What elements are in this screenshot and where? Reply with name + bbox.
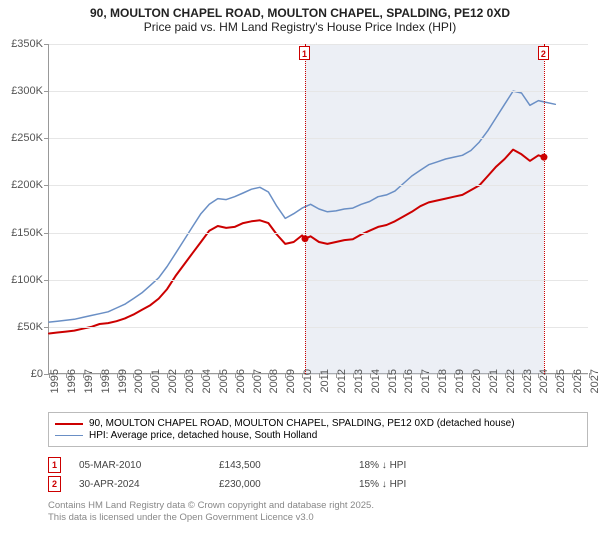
sale-marker-2: 2 bbox=[538, 46, 549, 60]
x-tick-label: 2012 bbox=[336, 369, 348, 399]
x-tick-label: 2009 bbox=[285, 369, 297, 399]
sale-row-price: £143,500 bbox=[219, 460, 359, 471]
y-tick-label: £100K bbox=[3, 274, 43, 286]
x-tick-label: 2014 bbox=[370, 369, 382, 399]
x-tick-label: 2005 bbox=[218, 369, 230, 399]
chart-subtitle: Price paid vs. HM Land Registry's House … bbox=[0, 20, 600, 40]
sale-row-date: 05-MAR-2010 bbox=[79, 460, 219, 471]
footnote: Contains HM Land Registry data © Crown c… bbox=[48, 500, 588, 524]
x-tick-label: 2000 bbox=[133, 369, 145, 399]
series-hpi bbox=[49, 91, 555, 322]
x-tick-label: 2011 bbox=[319, 369, 331, 399]
x-tick-label: 1995 bbox=[49, 369, 61, 399]
legend-label: HPI: Average price, detached house, Sout… bbox=[89, 430, 317, 441]
x-tick-label: 2021 bbox=[488, 369, 500, 399]
x-tick-label: 1998 bbox=[100, 369, 112, 399]
x-tick-label: 1996 bbox=[66, 369, 78, 399]
sale-row: 1 05-MAR-2010£143,50018% ↓ HPI bbox=[48, 457, 588, 473]
sale-row-badge: 1 bbox=[48, 457, 61, 473]
sale-row-badge: 2 bbox=[48, 476, 61, 492]
x-tick-label: 2006 bbox=[235, 369, 247, 399]
x-tick-label: 2008 bbox=[268, 369, 280, 399]
x-tick-label: 2003 bbox=[184, 369, 196, 399]
chart-plot-area: £0£50K£100K£150K£200K£250K£300K£350K1995… bbox=[48, 44, 588, 374]
x-tick-label: 2026 bbox=[572, 369, 584, 399]
sale-row-delta: 18% ↓ HPI bbox=[359, 460, 499, 471]
sale-row-price: £230,000 bbox=[219, 479, 359, 490]
legend-row: HPI: Average price, detached house, Sout… bbox=[55, 430, 581, 441]
chart-title: 90, MOULTON CHAPEL ROAD, MOULTON CHAPEL,… bbox=[0, 0, 600, 20]
x-tick-label: 1997 bbox=[83, 369, 95, 399]
legend-label: 90, MOULTON CHAPEL ROAD, MOULTON CHAPEL,… bbox=[89, 418, 515, 429]
x-tick-label: 2020 bbox=[471, 369, 483, 399]
legend-box: 90, MOULTON CHAPEL ROAD, MOULTON CHAPEL,… bbox=[48, 412, 588, 447]
footnote-line2: This data is licensed under the Open Gov… bbox=[48, 512, 588, 524]
x-tick-label: 2025 bbox=[555, 369, 567, 399]
footnote-line1: Contains HM Land Registry data © Crown c… bbox=[48, 500, 588, 512]
sale-data-table: 1 05-MAR-2010£143,50018% ↓ HPI 2 30-APR-202… bbox=[48, 454, 588, 495]
y-tick-label: £50K bbox=[3, 321, 43, 333]
sale-marker-1: 1 bbox=[299, 46, 310, 60]
sale-row: 2 30-APR-2024£230,00015% ↓ HPI bbox=[48, 476, 588, 492]
series-price_paid bbox=[49, 150, 544, 334]
legend-swatch bbox=[55, 423, 83, 425]
y-tick-label: £350K bbox=[3, 38, 43, 50]
x-tick-label: 2015 bbox=[387, 369, 399, 399]
x-tick-label: 2017 bbox=[420, 369, 432, 399]
y-tick-label: £300K bbox=[3, 85, 43, 97]
x-tick-label: 2001 bbox=[150, 369, 162, 399]
x-tick-label: 2007 bbox=[252, 369, 264, 399]
x-tick-label: 2019 bbox=[454, 369, 466, 399]
y-tick-label: £150K bbox=[3, 227, 43, 239]
x-tick-label: 2016 bbox=[403, 369, 415, 399]
y-tick-label: £0 bbox=[3, 368, 43, 380]
y-tick-label: £200K bbox=[3, 179, 43, 191]
x-tick-label: 2022 bbox=[505, 369, 517, 399]
x-tick-label: 2018 bbox=[437, 369, 449, 399]
legend-swatch bbox=[55, 435, 83, 436]
x-tick-label: 2002 bbox=[167, 369, 179, 399]
y-tick-label: £250K bbox=[3, 132, 43, 144]
x-tick-label: 2004 bbox=[201, 369, 213, 399]
chart-svg bbox=[49, 44, 589, 374]
sale-row-date: 30-APR-2024 bbox=[79, 479, 219, 490]
sale-row-delta: 15% ↓ HPI bbox=[359, 479, 499, 490]
x-tick-label: 1999 bbox=[117, 369, 129, 399]
x-tick-label: 2013 bbox=[353, 369, 365, 399]
x-tick-label: 2023 bbox=[522, 369, 534, 399]
x-tick-label: 2010 bbox=[302, 369, 314, 399]
x-tick-label: 2027 bbox=[589, 369, 600, 399]
legend-row: 90, MOULTON CHAPEL ROAD, MOULTON CHAPEL,… bbox=[55, 418, 581, 429]
